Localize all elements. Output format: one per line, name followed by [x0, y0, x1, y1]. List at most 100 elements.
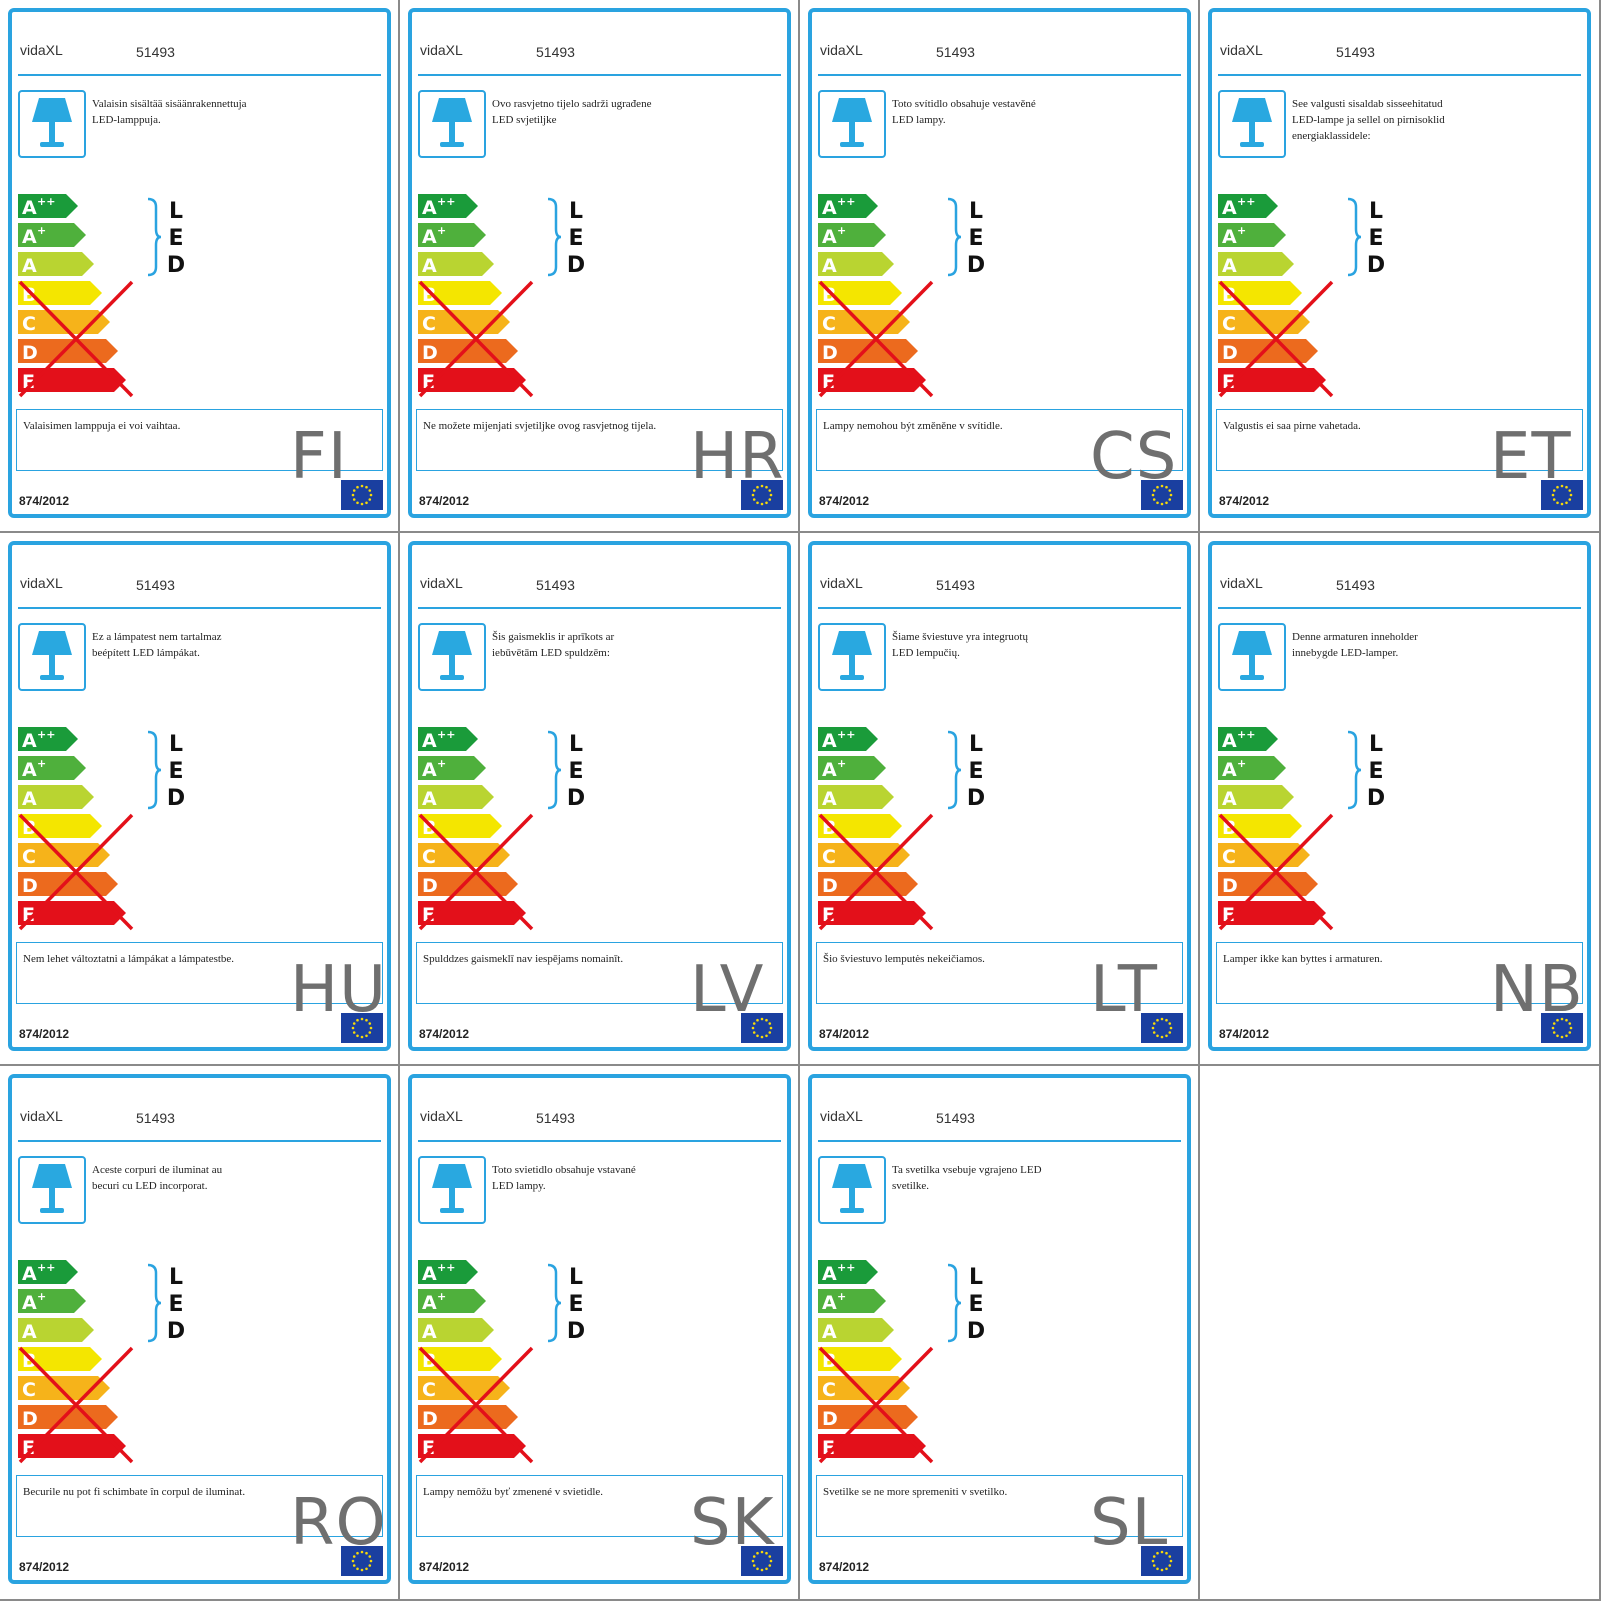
header-divider [418, 74, 781, 76]
language-code: HU [290, 953, 387, 1027]
energy-class-arrow: A + [818, 1289, 886, 1314]
model-number: 51493 [1336, 577, 1375, 593]
led-letter: L [1368, 199, 1384, 224]
led-letter: L [1368, 732, 1384, 757]
model-number: 51493 [1336, 44, 1375, 60]
header-divider [418, 1140, 781, 1142]
table-lamp-icon [32, 631, 72, 680]
svg-text:A: A [822, 1321, 837, 1343]
energy-class-arrow: D [18, 872, 118, 897]
svg-text:E: E [22, 1437, 35, 1459]
svg-text:+: + [437, 224, 446, 237]
svg-text:C: C [822, 1379, 836, 1401]
info-text: Šis gaismeklis ir aprīkots ar iebūvētām … [492, 631, 615, 659]
svg-text:E: E [422, 371, 435, 393]
energy-class-arrow: A + [818, 756, 886, 781]
led-letter: L [568, 199, 584, 224]
energy-label: vidaXL 51493 Toto svietidlo obsahuje vstav… [408, 1074, 791, 1584]
header-divider [418, 607, 781, 609]
energy-class-arrow: C [418, 1376, 510, 1401]
svg-text:+: + [437, 757, 446, 770]
eu-flag [1541, 480, 1583, 510]
grid-cell [400, 0, 800, 533]
replace-note: Lamper ikke kan byttes i armaturen. [1216, 942, 1583, 1004]
replace-note: Spulddzes gaismeklī nav iespējams nomain… [416, 942, 783, 1004]
energy-class-arrow: E [18, 901, 126, 926]
svg-text:+: + [37, 224, 46, 237]
svg-text:++: ++ [37, 1261, 55, 1274]
energy-class-arrow: E [1218, 901, 1326, 926]
energy-class-arrow: E [1218, 368, 1326, 393]
svg-text:A: A [422, 255, 437, 277]
energy-class-arrow: E [18, 368, 126, 393]
brace-icon [1347, 197, 1362, 277]
led-letter: D [566, 1319, 586, 1344]
eu-flag-icon [751, 1550, 773, 1572]
svg-text:C: C [822, 846, 836, 868]
brace-icon [147, 197, 162, 277]
table-lamp-icon [832, 631, 872, 680]
svg-text:+: + [837, 224, 846, 237]
energy-class-arrow: E [818, 368, 926, 393]
svg-text:D: D [1222, 342, 1238, 364]
brand-name: vidaXL [1220, 42, 1263, 58]
led-letter: D [1366, 786, 1386, 811]
model-number: 51493 [136, 1110, 175, 1126]
header-divider [18, 74, 381, 76]
svg-text:++: ++ [837, 728, 855, 741]
energy-class-arrow: A + [418, 223, 486, 248]
eu-flag [1541, 1013, 1583, 1043]
eu-flag-icon [751, 484, 773, 506]
info-text: Aceste corpuri de iluminat au becuri cu … [92, 1164, 223, 1192]
eu-flag-icon [1151, 1550, 1173, 1572]
svg-text:A: A [1222, 226, 1237, 248]
energy-class-arrow: D [818, 872, 918, 897]
cross-line [418, 813, 534, 931]
grid-cell [800, 0, 1200, 533]
regulation-number: 874/2012 [819, 1027, 870, 1041]
svg-text:A: A [422, 759, 437, 781]
brace-icon [947, 197, 962, 277]
svg-text:C: C [422, 1379, 436, 1401]
energy-class-arrow: A ++ [418, 1260, 478, 1285]
svg-text:A: A [1222, 255, 1237, 277]
cross-line [818, 813, 934, 931]
energy-label: vidaXL 51493 Denne armaturen inneholder in… [1208, 541, 1591, 1051]
replace-note: Valgustis ei saa pirne vahetada. [1216, 409, 1583, 471]
cross-line [1218, 280, 1334, 398]
led-letter: D [166, 1319, 186, 1344]
energy-class-arrow: C [418, 310, 510, 335]
led-letter: D [1366, 253, 1386, 278]
eu-flag [341, 1013, 383, 1043]
svg-text:A: A [1222, 788, 1237, 810]
replace-note: Becurile nu pot fi schimbate în corpul d… [16, 1475, 383, 1537]
table-lamp-icon [432, 631, 472, 680]
energy-class-arrow: A ++ [1218, 727, 1278, 752]
regulation-number: 874/2012 [1219, 1027, 1270, 1041]
model-number: 51493 [136, 44, 175, 60]
brace-icon [1347, 730, 1362, 810]
svg-text:++: ++ [37, 195, 55, 208]
svg-text:A: A [22, 730, 37, 752]
energy-class-arrow: A [418, 252, 494, 277]
table-lamp-icon [832, 1164, 872, 1213]
brand-name: vidaXL [1220, 575, 1263, 591]
header-divider [818, 607, 1181, 609]
replace-note: Lampy nemohou být změněne v svítidle. [816, 409, 1183, 471]
svg-text:E: E [22, 904, 35, 926]
model-number: 51493 [136, 577, 175, 593]
energy-class-arrow: D [18, 339, 118, 364]
svg-text:A: A [822, 788, 837, 810]
svg-text:A: A [22, 1292, 37, 1314]
eu-flag [1141, 480, 1183, 510]
language-code: LT [1090, 953, 1158, 1027]
eu-flag-icon [1551, 1017, 1573, 1039]
energy-class-arrow: A ++ [18, 194, 78, 219]
energy-class-arrow: C [818, 843, 910, 868]
